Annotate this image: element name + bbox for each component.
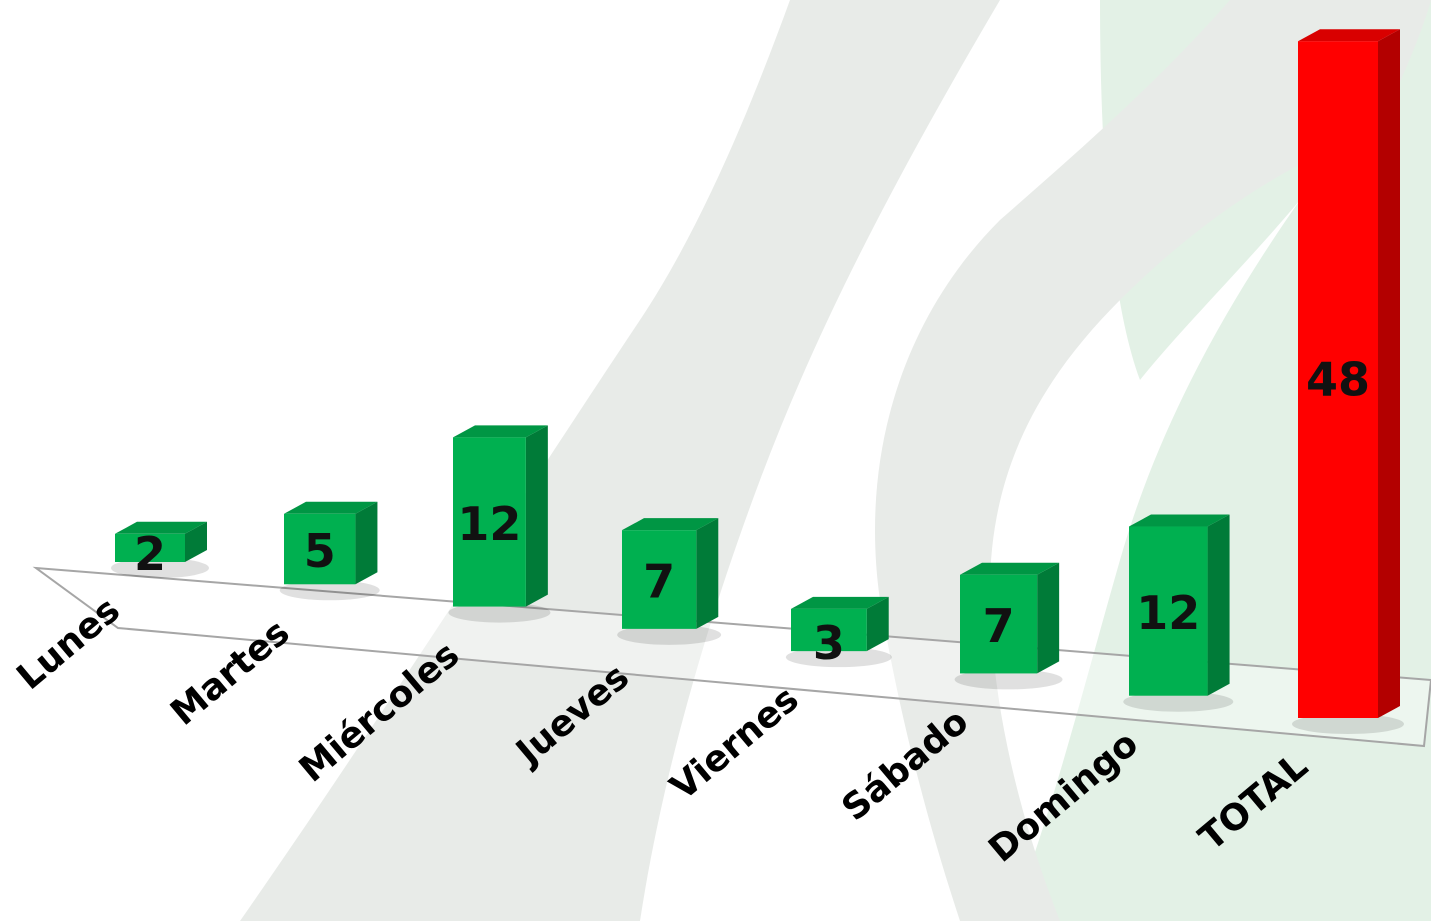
bar-jueves xyxy=(622,530,697,629)
bar-side-jueves xyxy=(696,518,719,629)
bar-top-jueves xyxy=(622,518,719,531)
bar-top-domingo xyxy=(1129,514,1230,527)
data-label-domingo: 12 xyxy=(1136,586,1200,640)
bar-shadow-jueves xyxy=(617,624,722,645)
data-label-total: 48 xyxy=(1306,353,1370,407)
bar-shadow-viernes xyxy=(785,647,892,668)
bar-shadow-domingo xyxy=(1123,691,1234,712)
bar-side-martes xyxy=(355,501,378,585)
bar-top-martes xyxy=(284,501,378,514)
bar-side-sabado xyxy=(1037,562,1060,674)
bar-top-total xyxy=(1298,29,1400,42)
watermark-leaf-outline xyxy=(875,0,1431,921)
bar-lunes xyxy=(115,533,185,562)
bars-group xyxy=(111,29,1404,734)
bar-side-miercoles xyxy=(525,425,548,607)
data-label-miercoles: 12 xyxy=(457,497,521,551)
bar-shadow-sabado xyxy=(954,669,1063,690)
bar-viernes xyxy=(791,608,867,652)
bar-domingo xyxy=(1129,526,1208,696)
data-label-viernes: 3 xyxy=(813,616,845,670)
bar-shadow-lunes xyxy=(111,558,209,578)
data-label-sabado: 7 xyxy=(983,599,1015,653)
bar-side-total xyxy=(1378,29,1400,718)
data-label-jueves: 7 xyxy=(643,555,675,609)
bar-top-lunes xyxy=(115,521,207,534)
bar-martes xyxy=(284,513,356,585)
data-label-lunes: 2 xyxy=(134,527,166,581)
bar-miercoles xyxy=(453,437,526,607)
bar-side-domingo xyxy=(1207,514,1230,696)
data-label-martes: 5 xyxy=(304,524,336,578)
category-label-lunes: Lunes xyxy=(9,589,127,698)
data-labels-group: 2 5 12 7 3 7 12 48 xyxy=(134,353,1370,671)
bar-side-viernes xyxy=(866,596,889,652)
watermark-swoosh-shape xyxy=(240,0,1000,921)
bar-side-lunes xyxy=(185,521,207,562)
bar-top-viernes xyxy=(791,596,889,609)
bar-top-sabado xyxy=(960,562,1060,575)
bar-top-miercoles xyxy=(453,425,548,438)
bar-total xyxy=(1298,41,1378,718)
bar-sabado xyxy=(960,574,1038,674)
bar-shadow-miercoles xyxy=(448,602,551,623)
bar-shadow-total xyxy=(1292,714,1404,734)
bar-shadow-martes xyxy=(279,580,380,601)
